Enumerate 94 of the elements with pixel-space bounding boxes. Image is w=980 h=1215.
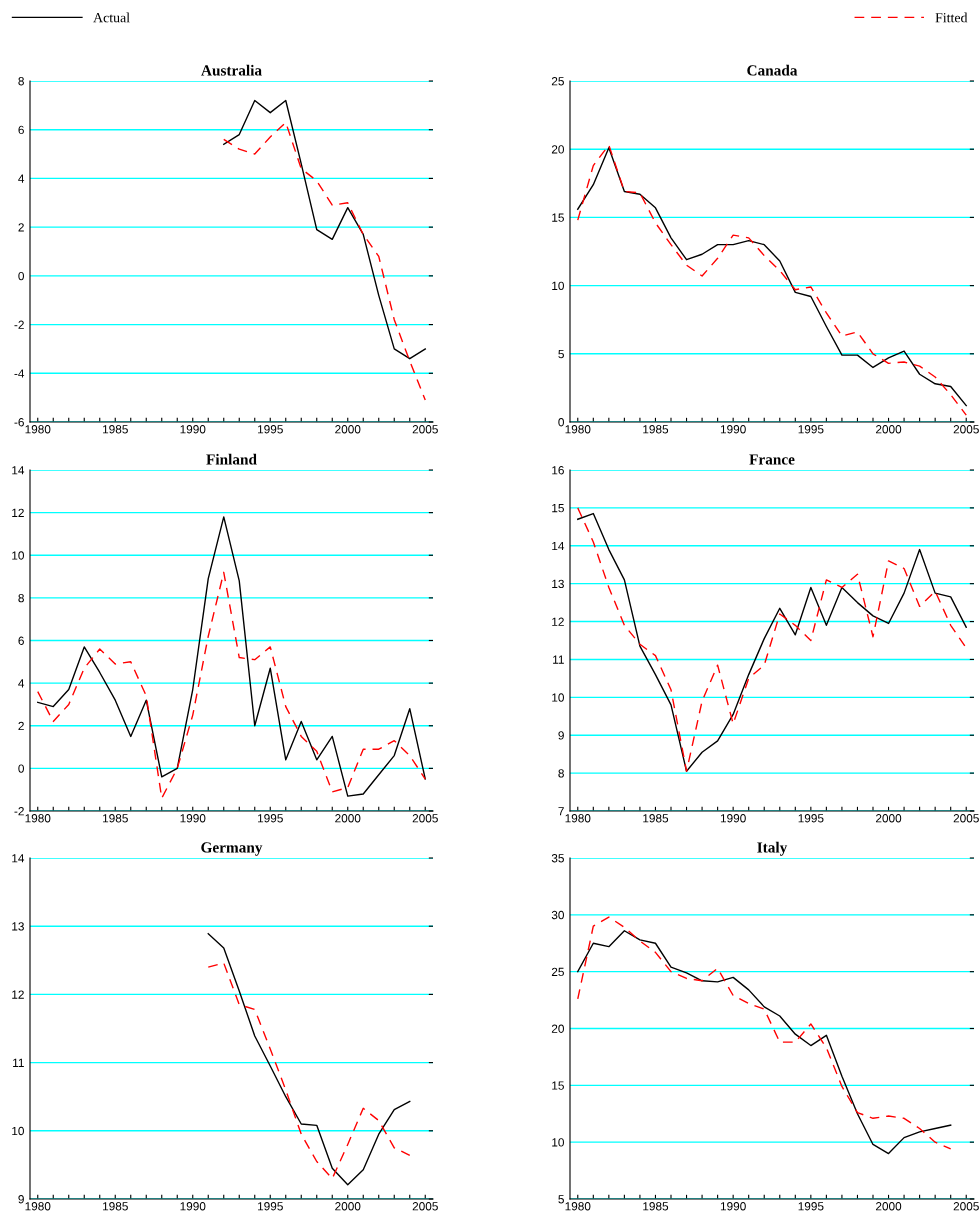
y-tick-label: -6 — [14, 418, 24, 427]
line-series — [223, 121, 426, 401]
y-tick-label: 14 — [12, 854, 25, 863]
y-tick-label: 11 — [13, 1058, 24, 1067]
y-tick-label: 13 — [552, 579, 564, 589]
x-tick-label: 1990 — [720, 1202, 746, 1211]
y-tick-label: 2 — [18, 721, 24, 731]
x-tick-label: 1980 — [25, 1202, 51, 1211]
x-tick-label: 1995 — [798, 1202, 824, 1211]
y-tick-label: 25 — [551, 967, 564, 977]
x-tick-label: 1980 — [565, 814, 591, 823]
x-tick-label: 1985 — [103, 814, 128, 823]
y-tick-label: -2 — [14, 807, 24, 816]
y-tick-label: 14 — [552, 541, 565, 551]
y-tick-label: 12 — [552, 617, 564, 626]
y-tick-label: -4 — [14, 369, 25, 378]
y-tick-label: 12 — [12, 990, 24, 999]
chart-title: Australia — [201, 64, 262, 76]
y-tick-label: 13 — [12, 922, 24, 931]
x-tick-label: 2000 — [876, 425, 902, 434]
x-tick-label: 1985 — [643, 425, 669, 434]
x-tick-label: 2005 — [953, 425, 979, 434]
y-tick-label: 25 — [551, 77, 564, 86]
x-tick-label: 1995 — [258, 814, 283, 823]
chart-title: France — [749, 454, 795, 465]
legend-label: Fitted — [935, 12, 968, 23]
x-tick-label: 1990 — [180, 1202, 206, 1211]
x-tick-label: 1995 — [798, 814, 824, 823]
chart-title: Italy — [757, 841, 788, 856]
y-tick-label: 30 — [551, 910, 564, 920]
y-tick-label: 15 — [552, 1081, 564, 1090]
x-tick-label: 1990 — [720, 814, 746, 823]
y-tick-label: 16 — [552, 466, 564, 475]
y-tick-label: 20 — [551, 1024, 564, 1033]
y-tick-label: 12 — [12, 508, 24, 517]
x-tick-label: 2000 — [335, 814, 361, 823]
y-tick-label: 20 — [551, 145, 564, 154]
x-tick-label: 2005 — [412, 425, 438, 434]
x-tick-label: 2000 — [335, 1202, 361, 1211]
y-tick-label: 0 — [18, 271, 24, 281]
y-tick-label: 0 — [558, 418, 564, 427]
x-tick-label: 2000 — [876, 1202, 902, 1211]
x-tick-label: 1985 — [643, 1202, 669, 1211]
y-tick-label: 9 — [18, 1195, 24, 1204]
y-tick-label: 2 — [18, 223, 24, 232]
x-tick-label: 2005 — [412, 1202, 438, 1211]
x-tick-label: 1985 — [103, 425, 128, 434]
y-tick-label: 10 — [12, 551, 24, 560]
y-tick-label: 8 — [18, 593, 24, 603]
line-series — [37, 571, 426, 799]
x-tick-label: 2005 — [953, 814, 979, 823]
x-tick-label: 1980 — [25, 425, 51, 434]
x-tick-label: 2005 — [412, 814, 438, 823]
y-tick-label: 5 — [558, 1195, 564, 1204]
x-tick-label: 1995 — [258, 425, 283, 434]
line-series — [223, 99, 426, 360]
y-tick-label: 14 — [12, 466, 25, 475]
x-tick-label: 1990 — [720, 425, 746, 434]
y-tick-label: 15 — [552, 213, 564, 222]
x-tick-label: 1995 — [258, 1202, 283, 1211]
x-tick-label: 1980 — [565, 1202, 591, 1211]
y-tick-label: 6 — [18, 636, 24, 645]
line-series — [37, 516, 426, 797]
chart-title: Germany — [201, 842, 263, 856]
y-tick-label: 10 — [552, 1138, 564, 1147]
y-tick-label: 0 — [18, 764, 24, 773]
y-tick-label: 10 — [552, 693, 564, 702]
x-tick-label: 1985 — [103, 1202, 128, 1211]
x-tick-label: 1980 — [25, 814, 51, 823]
x-tick-label: 1995 — [798, 425, 824, 434]
y-tick-label: 11 — [553, 655, 564, 664]
y-tick-label: 8 — [18, 77, 24, 86]
y-tick-label: -2 — [14, 320, 24, 329]
x-tick-label: 2000 — [876, 814, 902, 823]
y-tick-label: 35 — [551, 854, 564, 863]
y-tick-label: 15 — [552, 504, 564, 513]
y-tick-label: 9 — [558, 731, 564, 740]
x-tick-label: 2000 — [335, 425, 361, 434]
y-tick-label: 8 — [558, 769, 564, 778]
chart-title: Canada — [747, 64, 798, 76]
x-tick-label: 1990 — [180, 425, 206, 434]
y-tick-label: 6 — [18, 125, 24, 135]
legend-label: Actual — [93, 12, 130, 23]
y-tick-label: 7 — [558, 807, 564, 816]
y-tick-label: 5 — [558, 349, 564, 359]
x-tick-label: 1985 — [643, 814, 669, 823]
y-tick-label: 4 — [18, 174, 25, 183]
x-tick-label: 2005 — [953, 1202, 979, 1211]
y-tick-label: 10 — [552, 281, 564, 290]
chart-title: Finland — [206, 453, 257, 465]
x-tick-label: 1990 — [180, 814, 206, 823]
x-tick-label: 1980 — [565, 425, 591, 434]
y-tick-label: 10 — [12, 1126, 24, 1136]
y-tick-label: 4 — [18, 679, 25, 688]
